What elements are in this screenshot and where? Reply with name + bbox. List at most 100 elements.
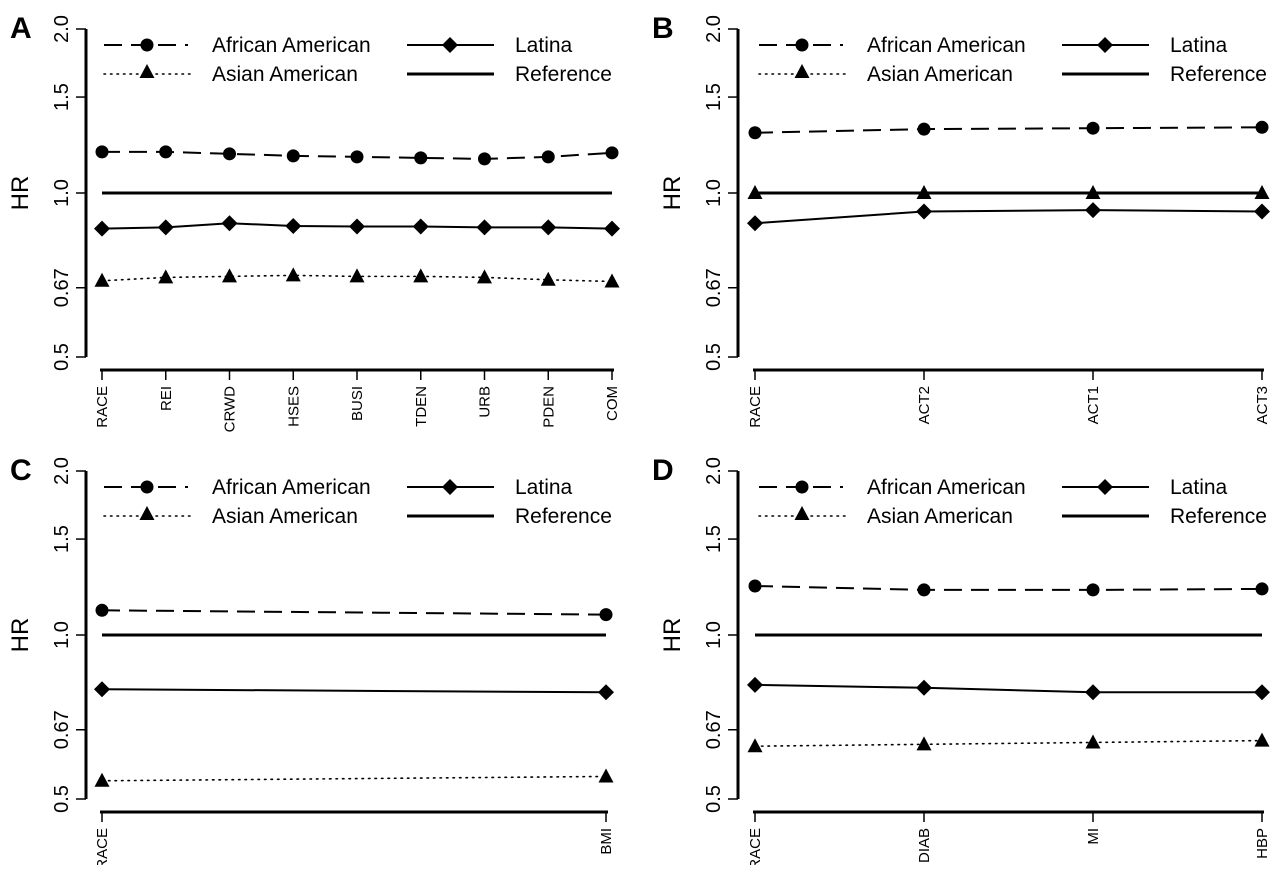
- legend-latina-marker: [442, 479, 458, 495]
- y-axis-label: HR: [7, 618, 34, 653]
- latina-point: [598, 684, 614, 701]
- y-axis-label: HR: [659, 176, 686, 211]
- legend-label-latina: Latina: [1170, 476, 1228, 499]
- latina-point: [412, 218, 429, 235]
- y-tick-label: 1.5: [51, 525, 73, 553]
- x-tick-label: HBP: [1254, 828, 1271, 859]
- legend-label-latina: Latina: [515, 34, 573, 57]
- y-tick-label: 0.5: [703, 343, 725, 371]
- african-american-line: [101, 609, 607, 616]
- legend: African American Asian American Latina Refe…: [758, 34, 1267, 86]
- panel-B: B 0.5 0.67 1.0 1.5 2.0 HR RACE ACT2 ACT1 ACT3 Afric…: [652, 12, 1271, 428]
- asian-american-point: [94, 272, 110, 287]
- y-tick-label: 0.5: [703, 785, 725, 813]
- latina-point: [1254, 203, 1270, 220]
- african-american-point: [1255, 582, 1269, 596]
- x-tick-label: RACE: [94, 828, 111, 865]
- legend-aa-marker: [795, 38, 809, 52]
- x-tick-label: ACT3: [1254, 386, 1271, 424]
- legend-label-african-american: African American: [867, 34, 1026, 57]
- latina-line: [101, 688, 607, 694]
- asian-american-line: [754, 739, 1263, 748]
- latina-point: [157, 219, 174, 236]
- panel-label: D: [652, 454, 674, 487]
- latina-point: [1085, 202, 1101, 219]
- latina-line: [754, 209, 1263, 225]
- y-tick-label: 0.67: [703, 268, 725, 307]
- x-tick-label: PDEN: [540, 386, 557, 428]
- y-tick-label: 1.5: [703, 83, 725, 111]
- asian-american-point: [1085, 734, 1101, 749]
- african-american-point: [605, 146, 619, 160]
- latina-point: [747, 215, 763, 232]
- latina-point: [1085, 684, 1101, 701]
- y-tick-label: 0.67: [703, 710, 725, 749]
- asian-american-point: [1254, 732, 1270, 747]
- x-tick-label: DIAB: [916, 828, 933, 863]
- latina-point: [540, 219, 557, 236]
- african-american-line: [754, 126, 1263, 134]
- african-american-point: [748, 579, 762, 593]
- asian-american-line: [101, 775, 607, 782]
- african-american-point: [917, 583, 931, 597]
- legend: African American Asian American Latina Refe…: [103, 34, 612, 86]
- african-american-point: [223, 147, 236, 161]
- panel-label: B: [652, 12, 674, 45]
- legend-latina-marker: [1097, 479, 1113, 495]
- latina-point: [221, 215, 238, 232]
- asian-american-point: [1085, 185, 1101, 199]
- asian-american-point: [477, 269, 492, 284]
- legend: African American Asian American Latina Refe…: [758, 476, 1267, 528]
- latina-line: [754, 683, 1262, 694]
- legend-label-reference: Reference: [515, 505, 612, 528]
- latina-point: [747, 676, 763, 693]
- y-tick-label: 1.5: [51, 83, 73, 111]
- legend-label-asian-american: Asian American: [867, 505, 1013, 528]
- legend-label-asian-american: Asian American: [212, 63, 358, 86]
- latina-point: [916, 679, 932, 696]
- legend-asian-marker: [139, 64, 155, 78]
- panel-D: D 0.5 0.67 1.0 1.5 2.0 HR RACE DIAB MI HBP African …: [652, 454, 1271, 870]
- x-tick-label: REI: [158, 386, 175, 411]
- asian-american-point: [747, 738, 763, 753]
- latina-point: [476, 219, 493, 236]
- latina-point: [604, 220, 620, 237]
- asian-american-point: [1254, 185, 1270, 199]
- asian-american-point: [413, 268, 429, 283]
- x-tick-label: COM: [604, 386, 621, 421]
- legend-asian-marker: [794, 64, 810, 78]
- y-tick-label: 1.0: [703, 179, 725, 207]
- y-tick-label: 2.0: [703, 15, 725, 43]
- panel-label: C: [10, 454, 32, 487]
- y-tick-label: 1.0: [703, 621, 725, 649]
- y-tick-label: 2.0: [51, 457, 73, 485]
- y-tick-label: 0.67: [51, 710, 73, 749]
- asian-american-point: [285, 267, 301, 282]
- african-american-point: [478, 152, 491, 166]
- african-american-point: [1255, 120, 1269, 134]
- y-tick-label: 2.0: [51, 15, 73, 43]
- x-tick-label: RACE: [747, 386, 764, 428]
- asian-american-point: [916, 185, 932, 199]
- legend-label-african-american: African American: [212, 476, 371, 499]
- x-tick-label: MI: [1085, 828, 1102, 845]
- latina-point: [349, 218, 365, 235]
- legend-label-african-american: African American: [867, 476, 1026, 499]
- x-tick-label: BUSI: [349, 386, 366, 421]
- legend-latina-marker: [442, 37, 458, 53]
- y-tick-label: 1.5: [703, 525, 725, 553]
- y-tick-label: 0.5: [51, 343, 73, 371]
- asian-american-point: [604, 273, 620, 288]
- asian-american-point: [349, 268, 365, 283]
- legend-label-asian-american: Asian American: [212, 505, 358, 528]
- african-american-point: [599, 608, 613, 622]
- african-american-point: [350, 150, 364, 164]
- y-tick-label: 1.0: [51, 179, 73, 207]
- legend-aa-marker: [140, 38, 154, 52]
- african-american-line: [754, 585, 1263, 591]
- african-american-point: [95, 145, 109, 159]
- legend-label-latina: Latina: [1170, 34, 1228, 57]
- y-tick-label: 0.5: [51, 785, 73, 813]
- y-tick-label: 1.0: [51, 621, 73, 649]
- latina-point: [285, 217, 302, 234]
